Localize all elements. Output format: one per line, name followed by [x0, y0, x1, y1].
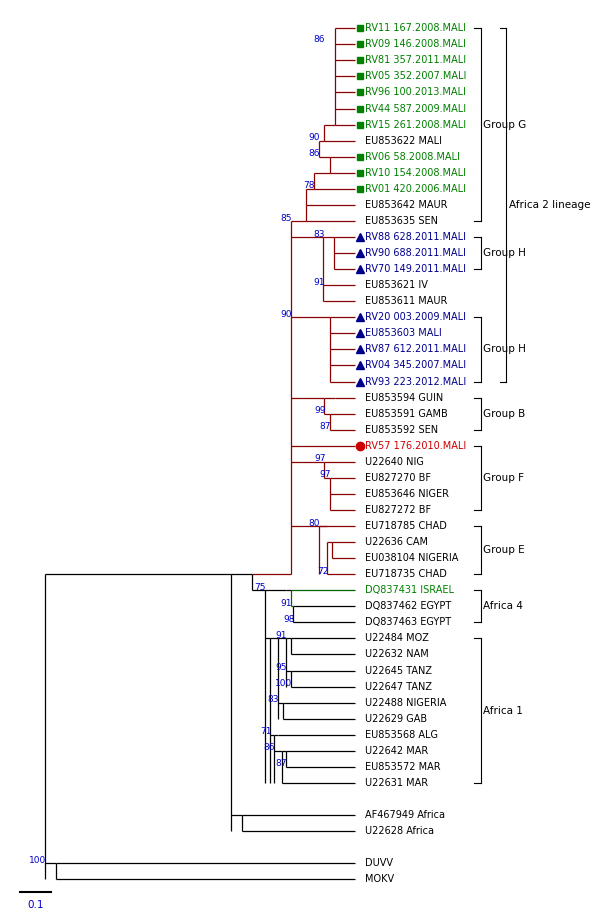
- Text: 86: 86: [263, 743, 275, 752]
- Text: 87: 87: [275, 759, 287, 769]
- Text: DQ837463 EGYPT: DQ837463 EGYPT: [365, 618, 451, 628]
- Text: MOKV: MOKV: [365, 874, 394, 884]
- Text: RV04 345.2007.MALI: RV04 345.2007.MALI: [365, 361, 466, 371]
- Text: 100: 100: [275, 679, 292, 688]
- Text: 90: 90: [280, 310, 292, 319]
- Text: U22632 NAM: U22632 NAM: [365, 650, 428, 660]
- Text: 72: 72: [317, 566, 328, 576]
- Text: RV44 587.2009.MALI: RV44 587.2009.MALI: [365, 103, 466, 113]
- Text: RV06 58.2008.MALI: RV06 58.2008.MALI: [365, 152, 460, 162]
- Text: 83: 83: [268, 695, 279, 705]
- Text: Africa 2 lineage: Africa 2 lineage: [509, 199, 590, 210]
- Text: 100: 100: [29, 856, 47, 865]
- Text: Group E: Group E: [483, 545, 525, 555]
- Text: EU718785 CHAD: EU718785 CHAD: [365, 521, 446, 531]
- Text: U22645 TANZ: U22645 TANZ: [365, 665, 432, 675]
- Text: Group H: Group H: [483, 344, 526, 354]
- Text: 80: 80: [309, 519, 320, 528]
- Text: Group H: Group H: [483, 248, 526, 258]
- Text: RV96 100.2013.MALI: RV96 100.2013.MALI: [365, 88, 466, 98]
- Text: RV88 628.2011.MALI: RV88 628.2011.MALI: [365, 232, 466, 242]
- Text: RV20 003.2009.MALI: RV20 003.2009.MALI: [365, 312, 466, 322]
- Text: RV70 149.2011.MALI: RV70 149.2011.MALI: [365, 264, 466, 274]
- Text: 95: 95: [275, 663, 287, 673]
- Text: RV10 154.2008.MALI: RV10 154.2008.MALI: [365, 167, 466, 178]
- Text: 91: 91: [280, 599, 292, 608]
- Text: EU853635 SEN: EU853635 SEN: [365, 216, 438, 226]
- Text: EU038104 NIGERIA: EU038104 NIGERIA: [365, 554, 458, 563]
- Text: EU853621 IV: EU853621 IV: [365, 280, 428, 290]
- Text: RV01 420.2006.MALI: RV01 420.2006.MALI: [365, 184, 466, 194]
- Text: 71: 71: [260, 727, 271, 737]
- Text: U22640 NIG: U22640 NIG: [365, 457, 424, 467]
- Text: EU827270 BF: EU827270 BF: [365, 473, 431, 483]
- Text: 98: 98: [283, 615, 295, 624]
- Text: 86: 86: [313, 36, 325, 44]
- Text: DQ837462 EGYPT: DQ837462 EGYPT: [365, 601, 451, 611]
- Text: RV81 357.2011.MALI: RV81 357.2011.MALI: [365, 56, 466, 65]
- Text: 85: 85: [280, 213, 292, 222]
- Text: Africa 1: Africa 1: [483, 705, 523, 716]
- Text: EU853594 GUIN: EU853594 GUIN: [365, 393, 443, 403]
- Text: 0.1: 0.1: [27, 900, 43, 910]
- Text: 90: 90: [309, 134, 320, 142]
- Text: 91: 91: [313, 278, 325, 286]
- Text: RV90 688.2011.MALI: RV90 688.2011.MALI: [365, 248, 466, 258]
- Text: DUVV: DUVV: [365, 858, 393, 868]
- Text: Group G: Group G: [483, 120, 526, 130]
- Text: Group B: Group B: [483, 409, 526, 419]
- Text: EU853611 MAUR: EU853611 MAUR: [365, 296, 447, 307]
- Text: EU853591 GAMB: EU853591 GAMB: [365, 409, 448, 419]
- Text: RV05 352.2007.MALI: RV05 352.2007.MALI: [365, 71, 466, 81]
- Text: 97: 97: [314, 455, 326, 463]
- Text: U22488 NIGERIA: U22488 NIGERIA: [365, 697, 446, 707]
- Text: U22642 MAR: U22642 MAR: [365, 746, 428, 756]
- Text: U22631 MAR: U22631 MAR: [365, 778, 428, 788]
- Text: EU853642 MAUR: EU853642 MAUR: [365, 199, 447, 210]
- Text: U22629 GAB: U22629 GAB: [365, 714, 427, 724]
- Text: U22484 MOZ: U22484 MOZ: [365, 633, 428, 643]
- Text: RV11 167.2008.MALI: RV11 167.2008.MALI: [365, 23, 466, 33]
- Text: 97: 97: [319, 470, 331, 479]
- Text: RV09 146.2008.MALI: RV09 146.2008.MALI: [365, 39, 466, 49]
- Text: EU853603 MALI: EU853603 MALI: [365, 328, 442, 339]
- Text: U22647 TANZ: U22647 TANZ: [365, 682, 432, 692]
- Text: 91: 91: [275, 631, 287, 640]
- Text: RV93 223.2012.MALI: RV93 223.2012.MALI: [365, 376, 466, 386]
- Text: EU827272 BF: EU827272 BF: [365, 505, 431, 515]
- Text: Group F: Group F: [483, 473, 524, 483]
- Text: 86: 86: [309, 149, 320, 158]
- Text: 78: 78: [304, 181, 315, 190]
- Text: EU853568 ALG: EU853568 ALG: [365, 730, 438, 739]
- Text: EU718735 CHAD: EU718735 CHAD: [365, 569, 446, 579]
- Text: AF467949 Africa: AF467949 Africa: [365, 810, 445, 820]
- Text: 87: 87: [319, 423, 331, 431]
- Text: 83: 83: [313, 230, 325, 239]
- Text: RV15 261.2008.MALI: RV15 261.2008.MALI: [365, 120, 466, 130]
- Text: EU853646 NIGER: EU853646 NIGER: [365, 489, 449, 499]
- Text: 99: 99: [314, 406, 326, 415]
- Text: Africa 4: Africa 4: [483, 601, 523, 611]
- Text: U22636 CAM: U22636 CAM: [365, 537, 428, 547]
- Text: RV87 612.2011.MALI: RV87 612.2011.MALI: [365, 344, 466, 354]
- Text: RV57 176.2010.MALI: RV57 176.2010.MALI: [365, 441, 466, 451]
- Text: EU853622 MALI: EU853622 MALI: [365, 135, 442, 145]
- Text: DQ837431 ISRAEL: DQ837431 ISRAEL: [365, 586, 454, 596]
- Text: U22628 Africa: U22628 Africa: [365, 826, 434, 836]
- Text: EU853592 SEN: EU853592 SEN: [365, 425, 438, 435]
- Text: 75: 75: [254, 583, 266, 592]
- Text: EU853572 MAR: EU853572 MAR: [365, 762, 440, 772]
